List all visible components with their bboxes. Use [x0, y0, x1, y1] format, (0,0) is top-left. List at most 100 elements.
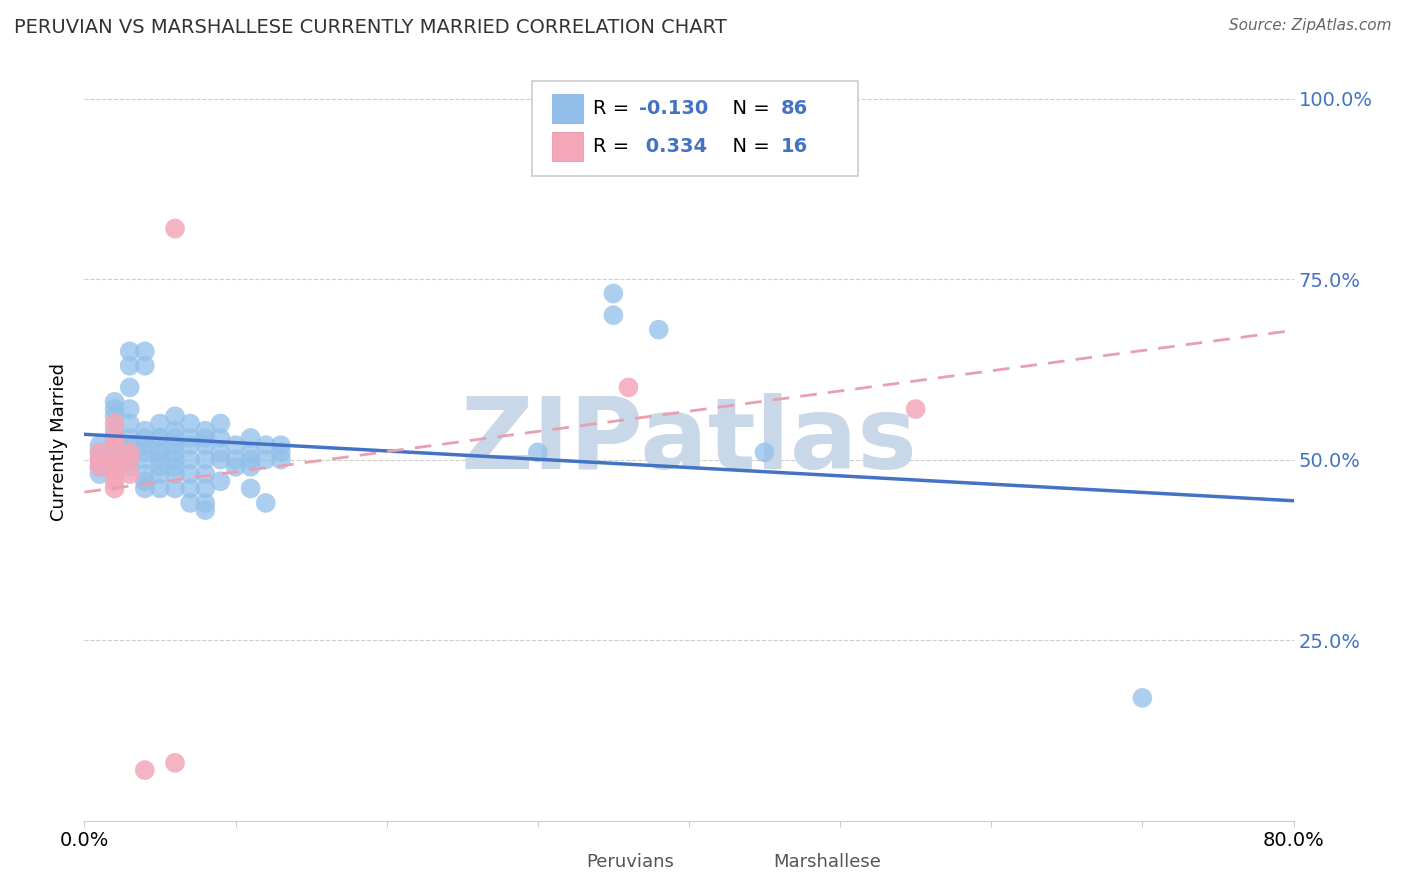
Point [134, 452, 156, 467]
Point [118, 380, 141, 394]
Point [165, 409, 187, 424]
Point [104, 482, 127, 496]
Point [104, 431, 127, 445]
Point [118, 417, 141, 431]
Point [149, 482, 172, 496]
Point [179, 496, 201, 510]
Point [118, 467, 141, 481]
Point [89, 467, 111, 481]
Point [134, 475, 156, 489]
Point [89, 459, 111, 474]
Point [89, 459, 111, 474]
Point [149, 431, 172, 445]
Point [104, 452, 127, 467]
Point [209, 475, 232, 489]
Point [209, 431, 232, 445]
Point [104, 409, 127, 424]
Point [149, 467, 172, 481]
Point [194, 438, 217, 452]
Point [179, 431, 201, 445]
Text: Peruvians: Peruvians [586, 854, 673, 871]
Point [179, 452, 201, 467]
Point [134, 424, 156, 438]
Point [104, 402, 127, 417]
Point [225, 452, 247, 467]
Point [149, 445, 172, 459]
Point [179, 482, 201, 496]
Text: PERUVIAN VS MARSHALLESE CURRENTLY MARRIED CORRELATION CHART: PERUVIAN VS MARSHALLESE CURRENTLY MARRIE… [14, 18, 727, 37]
Point [118, 344, 141, 359]
Point [89, 445, 111, 459]
Text: R =: R = [593, 137, 636, 156]
Point [165, 424, 187, 438]
Point [134, 344, 156, 359]
Point [104, 438, 127, 452]
Point [194, 467, 217, 481]
Point [270, 452, 292, 467]
Point [254, 496, 277, 510]
Point [134, 467, 156, 481]
Point [149, 459, 172, 474]
Point [225, 459, 247, 474]
Point [134, 438, 156, 452]
Point [617, 380, 640, 394]
Point [134, 482, 156, 496]
Point [165, 756, 187, 770]
Point [904, 402, 927, 417]
Point [104, 394, 127, 409]
Point [194, 452, 217, 467]
Point [194, 424, 217, 438]
Point [239, 445, 262, 459]
Point [239, 459, 262, 474]
Text: 0.334: 0.334 [640, 137, 707, 156]
Point [602, 286, 624, 301]
Point [239, 431, 262, 445]
Point [149, 445, 172, 459]
Text: 16: 16 [780, 137, 808, 156]
Point [118, 431, 141, 445]
Point [165, 438, 187, 452]
Point [754, 445, 776, 459]
Point [118, 445, 141, 459]
Point [602, 308, 624, 322]
Point [89, 452, 111, 467]
Point [118, 445, 141, 459]
Point [165, 445, 187, 459]
FancyBboxPatch shape [553, 132, 582, 161]
Point [209, 417, 232, 431]
Point [89, 452, 111, 467]
Point [118, 452, 141, 467]
Point [270, 438, 292, 452]
Point [104, 431, 127, 445]
Text: Source: ZipAtlas.com: Source: ZipAtlas.com [1229, 18, 1392, 33]
Point [179, 438, 201, 452]
Point [239, 452, 262, 467]
Point [225, 438, 247, 452]
Point [194, 503, 217, 517]
Text: N =: N = [720, 137, 776, 156]
Point [149, 417, 172, 431]
Point [149, 452, 172, 467]
Point [104, 467, 127, 481]
Point [104, 452, 127, 467]
Text: -0.130: -0.130 [640, 99, 709, 119]
Point [165, 221, 187, 235]
Text: R =: R = [593, 99, 636, 119]
Point [104, 445, 127, 459]
Point [104, 459, 127, 474]
Point [179, 417, 201, 431]
Point [209, 445, 232, 459]
Point [104, 475, 127, 489]
Point [104, 438, 127, 452]
Point [165, 482, 187, 496]
Point [648, 323, 671, 337]
Point [134, 763, 156, 777]
Point [89, 445, 111, 459]
Point [134, 359, 156, 373]
Point [134, 431, 156, 445]
Point [179, 467, 201, 481]
Text: Marshallese: Marshallese [773, 854, 882, 871]
Y-axis label: Currently Married: Currently Married [51, 362, 69, 521]
Point [118, 459, 141, 474]
Point [270, 445, 292, 459]
